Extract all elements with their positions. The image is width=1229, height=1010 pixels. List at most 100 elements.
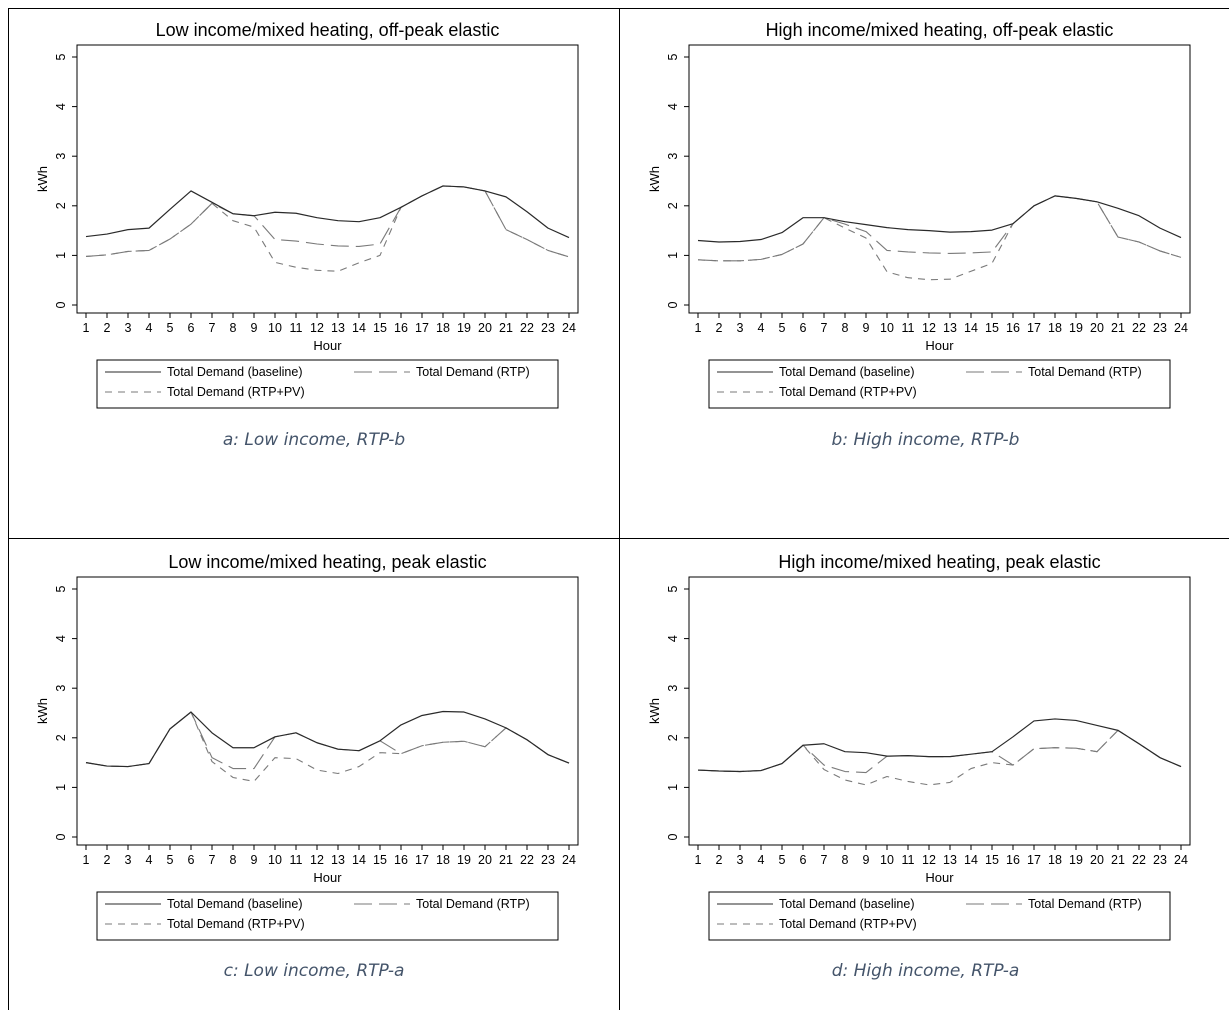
x-tick-label-a-19: 20 bbox=[478, 321, 492, 335]
series-line-d-1 bbox=[697, 729, 1182, 774]
x-tick-label-d-13: 14 bbox=[964, 853, 978, 867]
x-axis-label-d: Hour bbox=[925, 870, 954, 885]
x-tick-label-d-15: 16 bbox=[1006, 853, 1020, 867]
y-axis-label-c: kWh bbox=[35, 698, 50, 724]
y-tick-label-a-2: 2 bbox=[54, 202, 68, 209]
x-tick-label-c-7: 8 bbox=[230, 853, 237, 867]
x-tick-label-c-3: 4 bbox=[146, 853, 153, 867]
x-tick-label-c-22: 23 bbox=[541, 853, 555, 867]
x-tick-label-c-10: 11 bbox=[290, 853, 303, 867]
x-tick-label-d-5: 6 bbox=[800, 853, 807, 867]
x-tick-label-c-16: 17 bbox=[415, 853, 429, 867]
chart-title-d: High income/mixed heating, peak elastic bbox=[778, 552, 1100, 572]
y-tick-label-c-1: 1 bbox=[54, 784, 68, 791]
x-tick-label-a-15: 16 bbox=[394, 321, 408, 335]
x-tick-label-c-17: 18 bbox=[436, 853, 450, 867]
chart-title-b: High income/mixed heating, off-peak elas… bbox=[766, 20, 1114, 40]
series-line-a-0 bbox=[85, 185, 570, 239]
x-tick-label-d-12: 13 bbox=[943, 853, 957, 867]
x-tick-label-a-7: 8 bbox=[230, 321, 237, 335]
table-border-middle bbox=[619, 8, 620, 1010]
x-tick-label-c-14: 15 bbox=[373, 853, 387, 867]
x-tick-label-b-5: 6 bbox=[800, 321, 807, 335]
chart-b: High income/mixed heating, off-peak elas… bbox=[647, 20, 1191, 409]
x-tick-label-d-17: 18 bbox=[1048, 853, 1062, 867]
legend-label-c-1: Total Demand (RTP) bbox=[416, 897, 530, 911]
x-tick-label-d-21: 22 bbox=[1132, 853, 1146, 867]
x-tick-label-d-19: 20 bbox=[1090, 853, 1104, 867]
y-tick-label-b-2: 2 bbox=[666, 202, 680, 209]
x-tick-label-a-5: 6 bbox=[188, 321, 195, 335]
legend-box-d bbox=[708, 891, 1171, 941]
x-tick-label-b-23: 24 bbox=[1174, 321, 1188, 335]
x-tick-label-c-19: 20 bbox=[478, 853, 492, 867]
legend-label-d-2: Total Demand (RTP+PV) bbox=[779, 917, 917, 931]
x-tick-label-c-12: 13 bbox=[331, 853, 345, 867]
y-tick-label-c-5: 5 bbox=[54, 585, 68, 592]
series-line-c-2 bbox=[85, 711, 570, 782]
y-tick-label-a-1: 1 bbox=[54, 252, 68, 259]
x-tick-label-b-0: 1 bbox=[695, 321, 702, 335]
chart-a: Low income/mixed heating, off-peak elast… bbox=[35, 20, 579, 409]
x-tick-label-c-8: 9 bbox=[251, 853, 258, 867]
y-tick-label-b-0: 0 bbox=[666, 301, 680, 308]
x-axis-label-a: Hour bbox=[313, 338, 342, 353]
x-tick-label-a-2: 3 bbox=[125, 321, 132, 335]
x-tick-label-c-15: 16 bbox=[394, 853, 408, 867]
x-tick-label-b-7: 8 bbox=[842, 321, 849, 335]
caption-d: d: High income, RTP-a bbox=[831, 961, 1020, 981]
caption-b: b: High income, RTP-b bbox=[831, 430, 1020, 450]
x-tick-label-b-10: 11 bbox=[902, 321, 915, 335]
x-tick-label-b-9: 10 bbox=[880, 321, 894, 335]
x-tick-label-d-14: 15 bbox=[985, 853, 999, 867]
chart-panel-d: High income/mixed heating, peak elastic 0… bbox=[622, 540, 1229, 1010]
series-line-d-0 bbox=[697, 718, 1182, 773]
series-line-a-2 bbox=[85, 185, 570, 272]
x-tick-label-a-10: 11 bbox=[290, 321, 303, 335]
plot-frame-a bbox=[76, 44, 579, 314]
y-axis-label-b: kWh bbox=[647, 166, 662, 192]
x-tick-label-a-0: 1 bbox=[83, 321, 90, 335]
chart-panel-c: Low income/mixed heating, peak elastic 0 1… bbox=[10, 540, 618, 1010]
x-tick-label-c-20: 21 bbox=[499, 853, 513, 867]
legend-label-a-1: Total Demand (RTP) bbox=[416, 365, 530, 379]
x-tick-label-b-18: 19 bbox=[1069, 321, 1083, 335]
x-tick-label-d-22: 23 bbox=[1153, 853, 1167, 867]
x-tick-label-d-10: 11 bbox=[902, 853, 915, 867]
x-tick-label-b-3: 4 bbox=[758, 321, 765, 335]
x-tick-label-d-7: 8 bbox=[842, 853, 849, 867]
x-tick-label-d-20: 21 bbox=[1111, 853, 1125, 867]
x-tick-label-d-8: 9 bbox=[863, 853, 870, 867]
x-tick-label-d-4: 5 bbox=[779, 853, 786, 867]
y-tick-label-c-3: 3 bbox=[54, 685, 68, 692]
x-tick-label-a-22: 23 bbox=[541, 321, 555, 335]
y-axis-label-a: kWh bbox=[35, 166, 50, 192]
x-tick-label-a-4: 5 bbox=[167, 321, 174, 335]
y-tick-label-b-3: 3 bbox=[666, 153, 680, 160]
x-tick-label-a-1: 2 bbox=[104, 321, 111, 335]
x-tick-label-a-21: 22 bbox=[520, 321, 534, 335]
series-line-b-0 bbox=[697, 195, 1182, 243]
x-axis-label-b: Hour bbox=[925, 338, 954, 353]
x-tick-label-d-23: 24 bbox=[1174, 853, 1188, 867]
x-tick-label-b-13: 14 bbox=[964, 321, 978, 335]
legend-label-d-0: Total Demand (baseline) bbox=[779, 897, 915, 911]
y-tick-label-d-2: 2 bbox=[666, 734, 680, 741]
series-line-b-1 bbox=[697, 195, 1182, 262]
plot-frame-d bbox=[688, 576, 1191, 846]
y-tick-label-b-4: 4 bbox=[666, 103, 680, 110]
x-tick-label-c-18: 19 bbox=[457, 853, 471, 867]
table-border-left bbox=[8, 8, 9, 1010]
x-tick-label-a-8: 9 bbox=[251, 321, 258, 335]
y-tick-label-a-5: 5 bbox=[54, 53, 68, 60]
x-tick-label-b-16: 17 bbox=[1027, 321, 1041, 335]
legend-label-b-2: Total Demand (RTP+PV) bbox=[779, 385, 917, 399]
x-tick-label-c-9: 10 bbox=[268, 853, 282, 867]
plot-frame-b bbox=[688, 44, 1191, 314]
x-tick-label-d-18: 19 bbox=[1069, 853, 1083, 867]
x-tick-label-b-11: 12 bbox=[922, 321, 936, 335]
x-tick-label-a-14: 15 bbox=[373, 321, 387, 335]
x-tick-label-b-6: 7 bbox=[821, 321, 828, 335]
x-tick-label-d-6: 7 bbox=[821, 853, 828, 867]
